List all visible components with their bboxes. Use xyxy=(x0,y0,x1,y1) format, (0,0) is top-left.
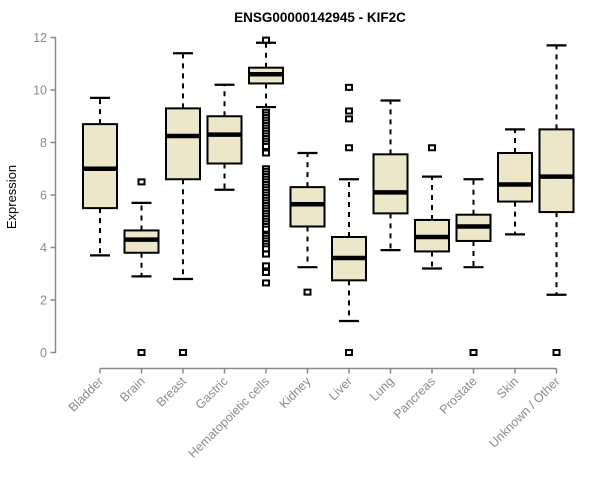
x-tick-label: Breast xyxy=(154,374,190,410)
box-brain xyxy=(123,178,160,356)
x-tick-label: Hematopoietic cells xyxy=(186,374,273,461)
iqr-box xyxy=(372,153,409,215)
outlier-point xyxy=(262,149,270,157)
outlier-point xyxy=(552,349,561,356)
y-tick-label: 4 xyxy=(40,241,47,255)
y-tick-label: 10 xyxy=(33,84,47,98)
x-tick-label: Brain xyxy=(117,374,148,405)
outlier-point xyxy=(262,142,270,150)
x-tick-label: Prostate xyxy=(437,374,480,417)
y-tick-label: 2 xyxy=(40,294,47,308)
outlier-point xyxy=(137,349,146,356)
outlier-point xyxy=(428,144,436,152)
box-hematopoietic-cells xyxy=(248,36,284,287)
y-tick-label: 8 xyxy=(40,136,47,150)
x-tick-label: Lung xyxy=(367,374,397,404)
box-lung xyxy=(372,99,409,252)
iqr-box xyxy=(538,128,575,214)
x-tick-label: Unknown / Other xyxy=(486,374,562,450)
x-tick-label: Liver xyxy=(326,374,355,403)
box-skin xyxy=(497,128,533,236)
outlier-point xyxy=(262,36,270,44)
chart-title: ENSG00000142945 - KIF2C xyxy=(234,10,406,25)
iqr-box xyxy=(165,107,201,181)
outlier-point xyxy=(345,349,353,356)
box-liver xyxy=(331,83,367,356)
axes: 0 2 4 6 8 10 12 xyxy=(33,31,558,374)
box-kidney xyxy=(289,151,326,296)
y-tick-label: 12 xyxy=(33,31,47,45)
iqr-box xyxy=(206,115,243,165)
y-axis-label: Expression xyxy=(4,165,19,229)
x-tick-label: Skin xyxy=(494,374,521,401)
outlier-point xyxy=(345,115,353,123)
y-tick-label: 0 xyxy=(40,346,47,360)
box-gastric xyxy=(206,83,243,191)
outlier-point xyxy=(262,250,270,258)
outlier-point xyxy=(345,107,353,115)
outlier-point xyxy=(303,288,312,296)
iqr-box xyxy=(82,123,118,210)
outlier-point xyxy=(262,225,270,233)
iqr-box xyxy=(289,186,326,228)
outlier-point xyxy=(469,349,478,356)
outlier-point xyxy=(179,349,187,356)
outlier-point xyxy=(262,279,270,287)
box-prostate xyxy=(455,178,492,356)
x-tick-label: Gastric xyxy=(193,374,231,412)
box-unknown-other xyxy=(538,44,575,356)
x-tick-label: Pancreas xyxy=(391,374,438,421)
outlier-point xyxy=(262,268,270,276)
iqr-box xyxy=(497,152,533,203)
box-breast xyxy=(165,52,201,356)
outlier-point xyxy=(262,262,270,270)
x-tick-label: Bladder xyxy=(66,374,106,414)
x-tick-label: Kidney xyxy=(277,374,314,411)
box-pancreas xyxy=(414,144,450,270)
y-tick-label: 6 xyxy=(40,189,47,203)
box-series xyxy=(82,36,575,356)
outlier-point xyxy=(345,83,353,91)
box-bladder xyxy=(82,96,118,257)
outlier-point xyxy=(137,178,146,186)
outlier-point xyxy=(345,144,353,152)
